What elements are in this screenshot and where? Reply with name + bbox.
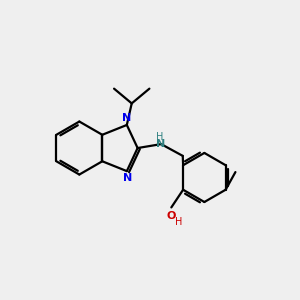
Text: N: N xyxy=(123,173,132,183)
Text: N: N xyxy=(122,113,131,123)
Text: H: H xyxy=(175,217,182,227)
Text: H: H xyxy=(155,132,163,142)
Text: O: O xyxy=(167,211,176,221)
Text: N: N xyxy=(156,139,165,149)
